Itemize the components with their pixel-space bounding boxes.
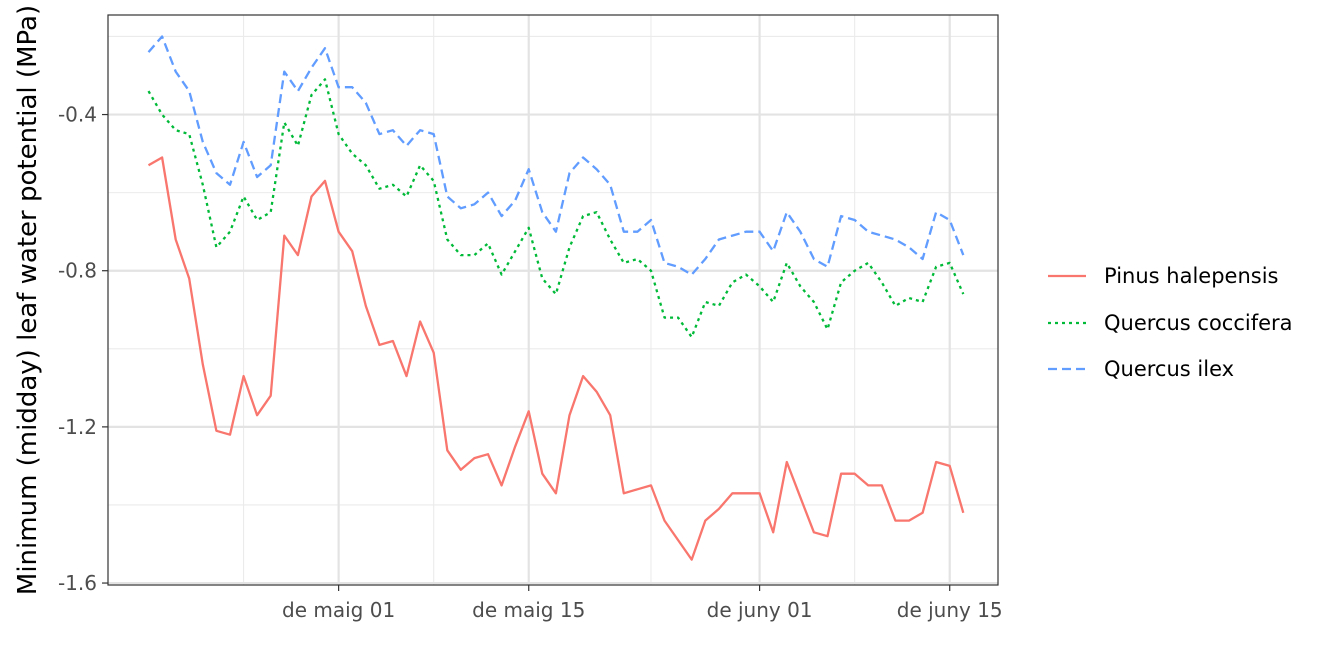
x-tick-label: de maig 01 <box>282 598 395 622</box>
plot-panel-border <box>107 14 999 586</box>
axis-labels: -1.6 -1.2 -0.8 -0.4 de maig 01 de maig 15 de j… <box>58 103 1003 622</box>
legend: Pinus halepensis Quercus coccifera Querc… <box>1048 264 1293 381</box>
legend-label-quercus-ilex: Quercus ilex <box>1104 357 1234 381</box>
axis-ticks <box>102 113 951 591</box>
series-line-pinus-halepensis <box>147 156 965 561</box>
y-tick-label: -1.2 <box>58 415 97 439</box>
legend-label-quercus-coccifera: Quercus coccifera <box>1104 311 1293 335</box>
legend-item-quercus-ilex: Quercus ilex <box>1048 357 1234 381</box>
y-tick-label: -0.8 <box>58 259 97 283</box>
y-axis-title: Minimum (midday) leaf water potential (M… <box>13 5 43 595</box>
y-tick-label: -1.6 <box>58 571 97 595</box>
legend-item-quercus-coccifera: Quercus coccifera <box>1048 311 1293 335</box>
x-tick-label: de juny 01 <box>707 598 813 622</box>
series-line-quercus-ilex <box>147 35 965 276</box>
series-lines <box>147 35 965 561</box>
x-tick-label: de juny 15 <box>897 598 1003 622</box>
legend-label-pinus-halepensis: Pinus halepensis <box>1104 264 1278 288</box>
series-line-quercus-coccifera <box>147 78 965 339</box>
x-tick-label: de maig 15 <box>472 598 585 622</box>
legend-item-pinus-halepensis: Pinus halepensis <box>1048 264 1278 288</box>
grid-lines <box>108 15 998 585</box>
y-tick-label: -0.4 <box>58 103 97 127</box>
